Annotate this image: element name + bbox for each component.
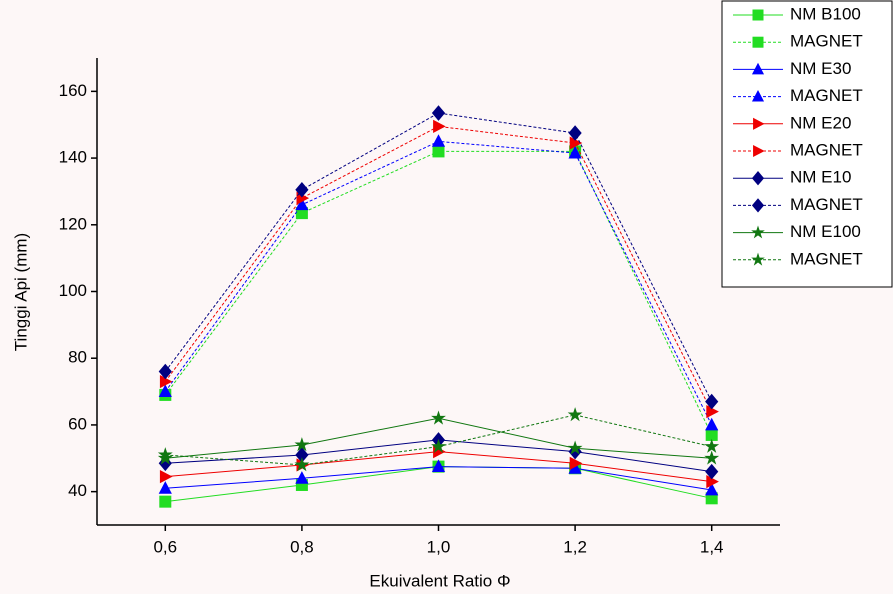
marker	[704, 450, 720, 465]
y-tick-label: 100	[59, 281, 87, 300]
x-tick-label: 1,0	[427, 537, 451, 556]
marker	[706, 475, 719, 489]
y-tick-label: 60	[68, 414, 87, 433]
marker	[704, 438, 720, 453]
marker	[431, 134, 446, 147]
x-tick-label: 1,2	[563, 537, 587, 556]
y-tick-label: 40	[68, 481, 87, 500]
y-tick-label: 160	[59, 81, 87, 100]
marker	[157, 447, 173, 462]
series-line	[164, 125, 713, 412]
series-line	[165, 414, 712, 466]
marker	[294, 437, 310, 452]
marker	[295, 197, 309, 211]
legend-box	[721, 0, 893, 288]
legend-label: NM E100	[790, 222, 861, 241]
marker	[295, 471, 309, 484]
legend-marker	[751, 225, 765, 239]
marker	[159, 495, 172, 508]
marker	[159, 374, 173, 389]
legend-marker	[751, 62, 765, 75]
marker	[569, 136, 583, 150]
marker	[705, 463, 719, 480]
marker	[705, 428, 718, 441]
legend-marker	[751, 252, 765, 266]
legend-marker	[751, 90, 765, 102]
x-tick-label: 0,6	[153, 537, 177, 556]
legend-marker	[751, 198, 765, 213]
marker	[431, 438, 446, 453]
y-tick-label: 80	[68, 348, 87, 367]
legend-label: MAGNET	[790, 32, 863, 51]
legend-marker	[751, 171, 765, 186]
marker	[158, 363, 172, 380]
marker	[295, 447, 309, 463]
marker	[431, 459, 446, 473]
marker	[705, 393, 719, 410]
legend-label: NM B100	[790, 4, 861, 23]
legend-marker	[752, 9, 764, 21]
marker	[706, 404, 719, 419]
marker	[158, 384, 172, 397]
x-axis-label: Ekuivalent Ratio Φ	[369, 571, 510, 590]
marker	[295, 181, 309, 198]
marker	[431, 410, 446, 425]
legend-label: MAGNET	[790, 195, 863, 214]
marker	[431, 105, 446, 121]
legend-label: NM E10	[790, 168, 851, 187]
legend-label: MAGNET	[790, 249, 863, 268]
legend-marker	[753, 117, 765, 130]
marker	[567, 407, 583, 422]
x-tick-label: 0,8	[290, 537, 314, 556]
legend-label: MAGNET	[790, 140, 863, 159]
marker	[705, 482, 719, 496]
marker	[569, 456, 583, 470]
legend-marker	[753, 144, 765, 158]
marker	[567, 440, 583, 455]
marker	[158, 481, 172, 494]
marker	[432, 145, 445, 158]
legend-label: MAGNET	[790, 86, 863, 105]
marker	[568, 145, 582, 159]
marker	[568, 461, 582, 474]
x-tick-label: 1,4	[700, 537, 724, 556]
legend-label: NM E30	[790, 59, 851, 78]
marker	[705, 417, 719, 431]
y-axis-label: Tinggi Api (mm)	[11, 233, 30, 351]
marker	[159, 470, 173, 484]
series-line	[164, 112, 713, 402]
legend-label: NM E20	[790, 113, 851, 132]
marker	[433, 119, 446, 133]
legend-marker	[752, 36, 764, 48]
y-tick-label: 140	[59, 148, 87, 167]
y-tick-label: 120	[59, 214, 87, 233]
marker	[294, 457, 310, 472]
marker	[568, 125, 582, 141]
